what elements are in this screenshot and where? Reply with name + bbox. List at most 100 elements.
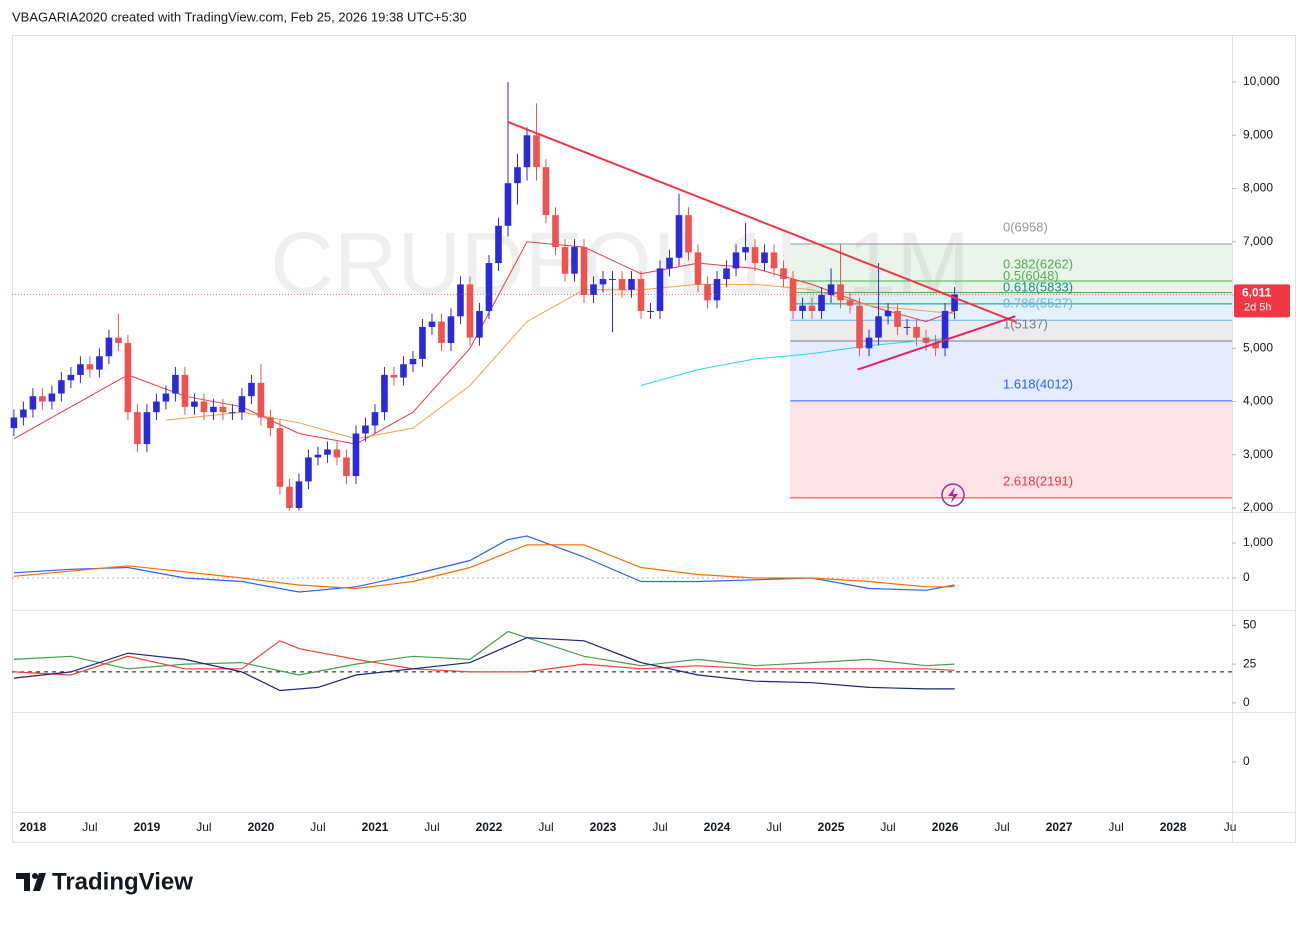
candle-body <box>466 284 474 338</box>
candle-body <box>675 215 683 258</box>
logo-mark <box>16 873 46 891</box>
candle-body <box>390 374 398 378</box>
candle-body <box>67 374 75 381</box>
candle-body <box>865 337 873 349</box>
x-tick-label: Jul <box>196 820 211 834</box>
candle-body <box>447 316 455 343</box>
candle-body <box>713 279 721 301</box>
candle-body <box>542 167 550 216</box>
fib-label: 0.618(5833) <box>1003 279 1073 294</box>
last-price-label: 6,011 <box>1242 286 1272 300</box>
alert-bolt <box>948 487 958 503</box>
candle-body <box>761 252 768 264</box>
x-tick-label: 2023 <box>590 820 617 834</box>
candle-body <box>903 326 911 328</box>
candle-body <box>305 457 312 482</box>
x-tick-label: Jul <box>538 820 553 834</box>
candle-body <box>400 364 407 378</box>
candle-body <box>932 342 939 349</box>
candle-body <box>276 428 284 487</box>
candle-body <box>770 252 778 269</box>
candle-body <box>200 401 208 413</box>
fib-zone <box>790 340 1232 401</box>
trendline <box>857 315 1016 371</box>
x-tick-label: 2026 <box>932 820 959 834</box>
watermark: CRUDEOIL1!, 1M <box>270 213 969 312</box>
fib-label: 0(6958) <box>1003 219 1048 234</box>
candle-body <box>438 321 445 343</box>
candle-body <box>951 294 958 311</box>
header: VBAGARIA2020 created with TradingView.co… <box>12 9 467 24</box>
candle-body <box>333 449 341 458</box>
logo-dot <box>32 873 38 879</box>
candle-body <box>656 268 664 311</box>
candle-body <box>428 321 436 327</box>
y-tick-label: 5,000 <box>1243 340 1273 354</box>
candle-body <box>637 279 645 311</box>
y-tick-label: 1,000 <box>1243 535 1273 549</box>
x-tick-label: Jul <box>994 820 1009 834</box>
candle-body <box>789 279 797 311</box>
candle-body <box>590 284 597 296</box>
candle-body <box>10 417 18 429</box>
candle-body <box>894 310 901 327</box>
candle-body <box>533 135 540 168</box>
candle-body <box>523 135 531 168</box>
candle-body <box>856 305 863 349</box>
candle-body <box>884 310 892 317</box>
y-tick-label: 50 <box>1243 618 1257 632</box>
candle-body <box>39 396 46 402</box>
y-tick-label: 2,000 <box>1243 500 1273 514</box>
candle-body <box>495 225 502 264</box>
candle-body <box>143 412 151 445</box>
candle-body <box>267 417 274 429</box>
candle-body <box>77 364 84 375</box>
y-tick-label: 0 <box>1243 695 1250 709</box>
x-tick-label: 2019 <box>134 820 161 834</box>
indicator-line <box>13 535 955 593</box>
candle-body <box>742 247 749 253</box>
x-tick-label: Jul <box>424 820 439 834</box>
y-tick-label: 10,000 <box>1243 74 1280 88</box>
fib-zone <box>790 400 1232 498</box>
candle-body <box>457 284 464 317</box>
candle-body <box>162 393 170 402</box>
indicator-line <box>13 640 955 676</box>
candle-body <box>238 396 246 413</box>
candle-body <box>685 215 692 253</box>
fib-label: 0.5(6048) <box>1003 268 1059 283</box>
candle-body <box>580 247 588 296</box>
x-tick-label: 2027 <box>1046 820 1073 834</box>
fib-zone <box>790 292 1232 304</box>
x-tick-label: Jul <box>1108 820 1123 834</box>
candle-body <box>485 263 493 311</box>
candle-body <box>134 412 141 445</box>
candle-body <box>732 252 740 269</box>
candle-body <box>609 279 616 281</box>
logo[interactable]: TradingView <box>16 868 193 895</box>
candle-body <box>20 409 27 418</box>
candle-body <box>324 449 331 455</box>
alert-icon[interactable] <box>941 483 965 507</box>
candle-body <box>846 300 854 306</box>
x-tick-label: Jul <box>766 820 781 834</box>
fib-label: 2.618(2191) <box>1003 473 1073 488</box>
candle-body <box>504 183 512 226</box>
candle-body <box>647 310 654 312</box>
candle-body <box>371 412 379 426</box>
candle-body <box>628 279 635 290</box>
x-tick-label: 2020 <box>248 820 275 834</box>
y-tick-label: 8,000 <box>1243 181 1273 195</box>
indicator-line <box>13 630 955 676</box>
y-tick-label: 3,000 <box>1243 447 1273 461</box>
last-price-box <box>1234 284 1290 318</box>
candle-body <box>48 393 56 402</box>
y-tick-label: 4,000 <box>1243 394 1273 408</box>
x-tick-label: 2028 <box>1160 820 1187 834</box>
candle-body <box>751 247 759 264</box>
y-tick-label: 7,000 <box>1243 234 1273 248</box>
x-tick-label: 2022 <box>476 820 503 834</box>
candle-body <box>941 310 949 349</box>
candle-body <box>96 356 103 370</box>
